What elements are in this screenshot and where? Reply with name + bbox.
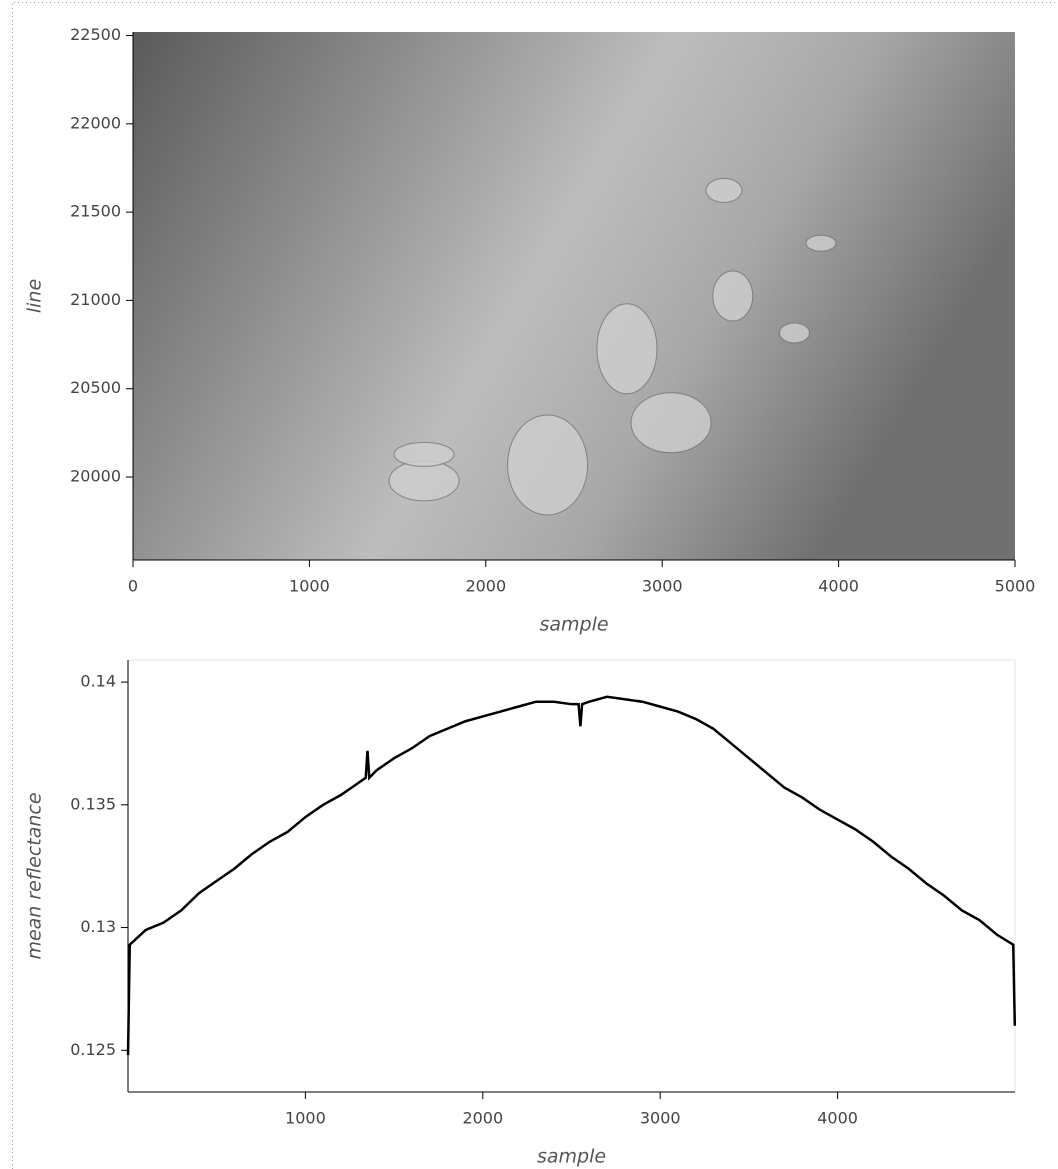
y-tick-label: 20000 bbox=[70, 467, 121, 486]
y-tick-label: 20500 bbox=[70, 378, 121, 397]
x-tick-label: 4000 bbox=[818, 577, 859, 596]
y-axis-label: line bbox=[24, 279, 46, 313]
image-feature bbox=[712, 270, 754, 322]
image-feature bbox=[393, 441, 455, 467]
y-tick-label: 22500 bbox=[70, 25, 121, 44]
image-feature bbox=[630, 392, 712, 454]
image-feature bbox=[779, 322, 810, 344]
y-tick-label: 22000 bbox=[70, 113, 121, 132]
y-tick-label: 0.13 bbox=[80, 917, 116, 936]
x-tick-label: 1000 bbox=[289, 577, 330, 596]
image-feature bbox=[805, 234, 837, 252]
y-tick-label: 21500 bbox=[70, 202, 121, 221]
y-tick-label: 21000 bbox=[70, 290, 121, 309]
line bbox=[126, 695, 1017, 1056]
x-axis-label: sample bbox=[539, 614, 608, 636]
x-tick-label: 0 bbox=[128, 577, 138, 596]
plot-frame bbox=[127, 659, 1016, 1093]
output-border bbox=[12, 2, 1058, 1169]
x-tick-label: 1000 bbox=[285, 1109, 326, 1128]
image-feature bbox=[705, 177, 743, 203]
x-tick-label: 3000 bbox=[640, 1109, 681, 1128]
x-axis-label: sample bbox=[537, 1146, 606, 1168]
x-tick-label: 3000 bbox=[642, 577, 683, 596]
y-tick-label: 0.125 bbox=[70, 1040, 116, 1059]
y-tick-label: 0.135 bbox=[70, 794, 116, 813]
x-tick-label: 4000 bbox=[817, 1109, 858, 1128]
x-tick-label: 5000 bbox=[995, 577, 1036, 596]
x-tick-label: 2000 bbox=[462, 1109, 503, 1128]
image-feature bbox=[596, 303, 658, 395]
image-feature bbox=[507, 414, 589, 516]
x-tick-label: 2000 bbox=[465, 577, 506, 596]
y-axis-label: mean reflectance bbox=[24, 792, 46, 959]
y-tick-label: 0.14 bbox=[80, 672, 116, 691]
